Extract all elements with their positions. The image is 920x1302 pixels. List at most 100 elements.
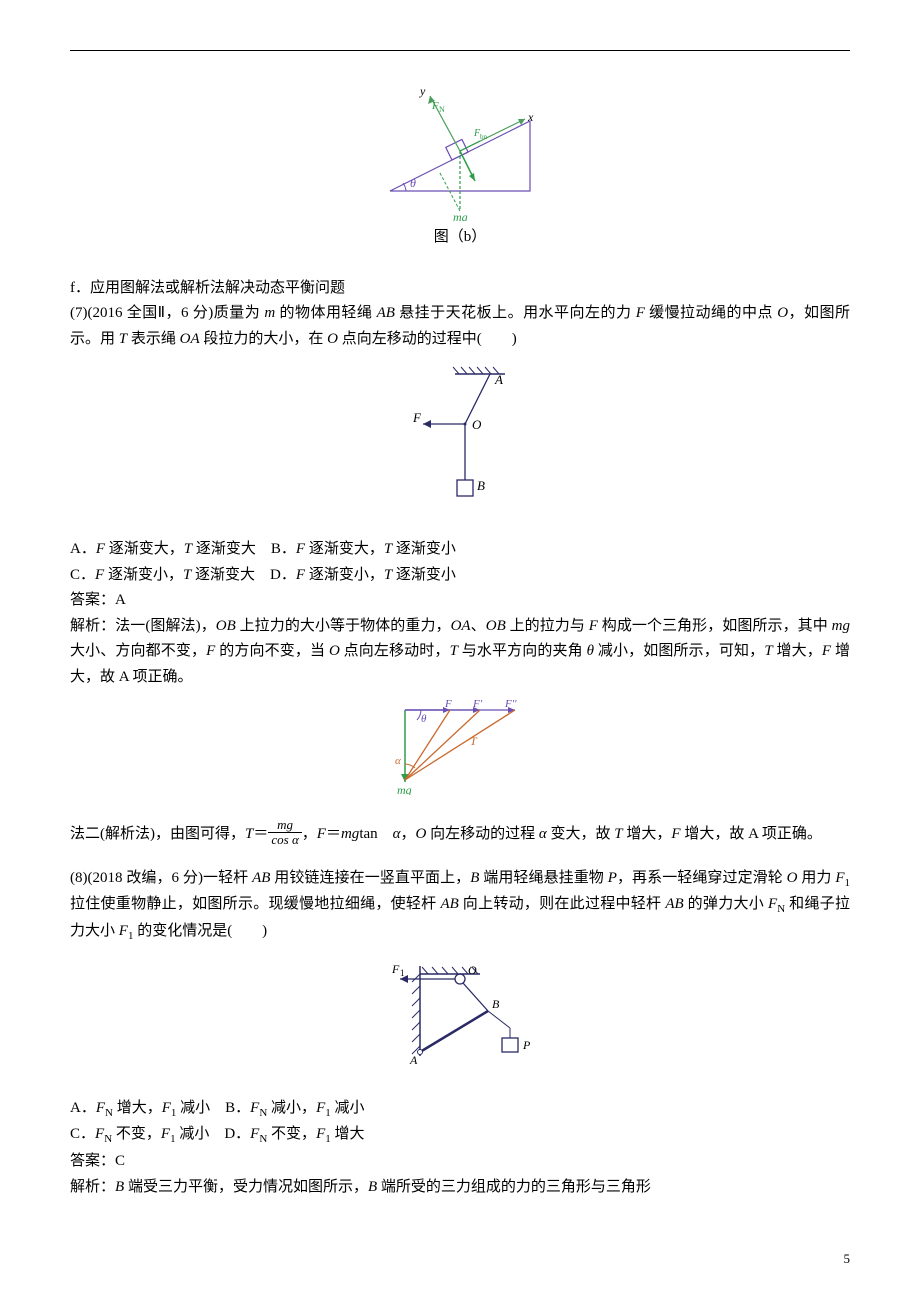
q7-stem: (7)(2016 全国Ⅱ，6 分)质量为 m 的物体用轻绳 AB 悬挂于天花板上… [70,301,850,352]
t: ， [302,826,317,842]
t: 法二(解析法)，由图可得， [70,826,245,842]
q7-answer: 答案：A [70,588,850,614]
al2: α [539,826,547,842]
q8-figure: O F 1 A B P [70,956,850,1071]
T: T [119,331,127,347]
svg-text:mg: mg [453,210,468,221]
svg-text:y: y [419,84,426,98]
t: 点向左移动时， [340,643,450,659]
F: F [95,567,104,583]
tan: tan [359,826,392,842]
q7-triangle-figure: mg F F' F'' θ T α [70,700,850,795]
t: 变大，故 [547,826,615,842]
O: O [416,826,427,842]
t: ，再系一轻绳穿过定滑轮 [617,870,787,886]
t: 构成一个三角形，如图所示，其中 [598,618,832,634]
section-f-title: f．应用图解法或解析法解决动态平衡问题 [70,276,850,302]
t: 缓慢拉动绳的中点 [645,305,777,321]
FN: F [96,1100,105,1116]
F1s: 1 [844,877,850,889]
q7-figure: A O F B [70,362,850,512]
q7-tri-svg: mg F F' F'' θ T α [375,700,545,795]
svg-text:F: F [431,100,439,112]
q8-svg: O F 1 A B P [360,956,560,1071]
svg-text:F: F [412,410,422,425]
th: θ [587,643,594,659]
F2: F [671,826,680,842]
o: O [777,305,788,321]
svg-text:F'': F'' [504,700,517,710]
t: 减小，如图所示，可知， [594,643,764,659]
q7-exp1: 解析：法一(图解法)，OB 上拉力的大小等于物体的重力，OA、OB 上的拉力与 … [70,614,850,691]
figure-b-caption: 图（b） [70,225,850,251]
svg-text:F: F [444,700,452,710]
figure-b: θ y x F N F bn mg [70,81,850,251]
eq2: ＝ [326,826,341,842]
AB2: AB [440,896,458,912]
t: 逐渐变小 [392,541,456,557]
T2: T [614,826,622,842]
t: 的弹力大小 [684,896,768,912]
svg-text:F': F' [472,700,483,710]
AB3: AB [665,896,683,912]
t: 端所受的三力组成的力的三角形与三角形 [377,1179,651,1195]
O: O [329,643,340,659]
t: 减小 B． [176,1100,250,1116]
F1: F [162,1100,171,1116]
q7-svg: A O F B [395,362,525,512]
t: 不变， [267,1126,316,1142]
B2: B [368,1179,377,1195]
F: F [96,541,105,557]
t: 、 [471,618,486,634]
t: 用铰链连接在一竖直平面上， [270,870,470,886]
t: 增大， [623,826,672,842]
t: 增大， [113,1100,162,1116]
t: 逐渐变小， [305,567,384,583]
svg-text:θ: θ [410,176,416,190]
t: 悬挂于天花板上。用水平向左的力 [395,305,636,321]
svg-text:A: A [494,372,503,387]
F1b: F [119,923,128,939]
fraction: mgcos α [268,818,301,848]
t: 上的拉力与 [506,618,589,634]
frac-den: cos α [268,833,301,847]
t: 减小， [267,1100,316,1116]
t: 点向左移动的过程中( ) [338,331,517,347]
FNs: N [104,1133,112,1145]
svg-text:O: O [468,963,477,977]
t: 逐渐变大， [305,541,384,557]
svg-text:N: N [439,105,445,114]
T2: T [764,643,772,659]
t: 端用轻绳悬挂重物 [479,870,607,886]
AB: AB [252,870,270,886]
t: C． [70,1126,95,1142]
t: 增大，故 A 项正确。 [681,826,822,842]
top-rule [70,50,850,51]
eq: ＝ [253,826,268,842]
t: 逐渐变小， [104,567,183,583]
q8-opt-ab: A．FN 增大，F1 减小 B．FN 减小，F1 减小 [70,1096,850,1123]
B: B [115,1179,124,1195]
svg-text:A: A [409,1053,418,1067]
page-number: 5 [844,1248,851,1270]
FNs: N [105,1107,113,1119]
t: 大小、方向都不变， [70,643,206,659]
T: T [184,541,192,557]
svg-text:T: T [470,734,478,748]
mg: mg [341,826,359,842]
t: ， [401,826,416,842]
m: m [264,305,275,321]
o2: O [327,331,338,347]
t: 的物体用轻绳 [275,305,376,321]
t: 逐渐变大， [105,541,184,557]
F1b: F [316,1126,325,1142]
q7-exp2: 法二(解析法)，由图可得，T＝mgcos α，F＝mgtan α，O 向左移动的… [70,820,850,850]
t: 逐渐变大 B． [192,541,296,557]
svg-text:F: F [391,962,400,976]
svg-text:O: O [472,417,482,432]
mg: mg [832,618,850,634]
FN2: F [250,1126,259,1142]
t: 拉住使重物静止，如图所示。现缓慢地拉细绳，使轻杆 [70,896,440,912]
t: A． [70,1100,96,1116]
svg-text:x: x [527,110,534,124]
